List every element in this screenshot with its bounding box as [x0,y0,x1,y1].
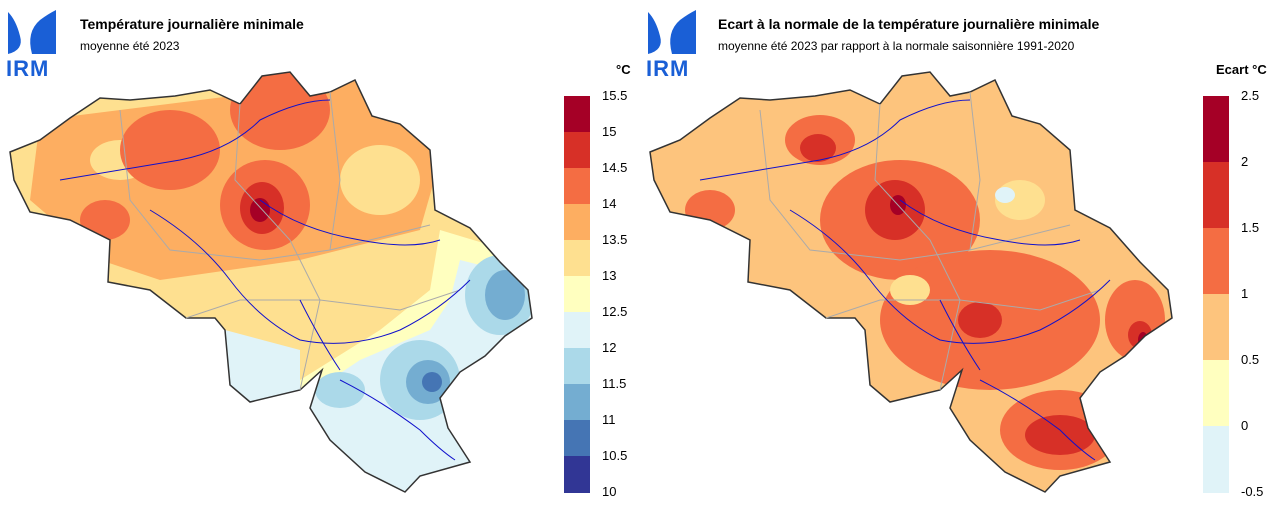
legend-swatch [564,312,590,349]
legend-swatch [564,240,590,277]
legend-tick-label: 15 [602,124,617,139]
map-title: Ecart à la normale de la température jou… [718,16,1100,32]
legend-swatch [564,348,590,385]
legend-tick-label: 2.5 [1241,88,1260,103]
legend-tick-label: 10.5 [602,448,628,463]
legend-unit: °C [616,62,631,77]
legend-tick-label: 11 [602,412,616,427]
map-title: Température journalière minimale [80,16,304,32]
color-legend: 15.5 15 14.5 14 13.5 13 12.5 12 11.5 11 10.5 10 [564,88,627,499]
legend-swatch [564,420,590,457]
legend-tick-label: 12 [602,340,617,355]
map-subtitle: moyenne été 2023 par rapport à la normal… [718,39,1075,53]
belgium-temperature-map [9,71,533,493]
irm-logo-icon [648,10,696,54]
panel-anomaly: IRM Ecart à la normale de la température… [640,0,1280,507]
legend-tick-label: 11.5 [602,376,627,391]
logo-text: IRM [6,56,50,81]
irm-logo: IRM [646,6,698,81]
legend-swatch [564,276,590,313]
legend-tick-label: 14.5 [602,160,628,175]
legend-tick-label: -0.5 [1241,484,1264,499]
legend-swatch [1203,162,1229,229]
legend-swatch [564,132,590,169]
irm-logo-icon [8,10,56,54]
legend-unit: Ecart °C [1216,62,1267,77]
legend-swatch [564,384,590,421]
legend-tick-label: 2 [1241,154,1249,169]
legend-swatch [564,204,590,241]
map-subtitle: moyenne été 2023 [80,39,180,53]
color-legend: 2.5 2 1.5 1 0.5 0 -0.5 [1203,88,1263,499]
logo-text: IRM [646,56,690,81]
legend-swatch [1203,228,1229,295]
legend-tick-label: 10 [602,484,617,499]
legend-swatch [564,96,590,133]
legend-tick-label: 0 [1241,418,1249,433]
legend-tick-label: 12.5 [602,304,628,319]
legend-swatch [564,456,590,493]
legend-tick-label: 13 [602,268,617,283]
legend-swatch [1203,294,1229,361]
legend-tick-label: 0.5 [1241,352,1260,367]
panel-min-temperature: IRM Température journalière minimale moy… [6,6,631,499]
belgium-anomaly-map [649,71,1173,493]
irm-logo: IRM [6,6,58,81]
legend-tick-label: 15.5 [602,88,628,103]
legend-swatch [1203,360,1229,427]
legend-tick-label: 14 [602,196,617,211]
legend-swatch [1203,426,1229,493]
legend-tick-label: 1 [1241,286,1249,301]
legend-tick-label: 1.5 [1241,220,1260,235]
legend-swatch [564,168,590,205]
legend-tick-label: 13.5 [602,232,628,247]
legend-swatch [1203,96,1229,163]
